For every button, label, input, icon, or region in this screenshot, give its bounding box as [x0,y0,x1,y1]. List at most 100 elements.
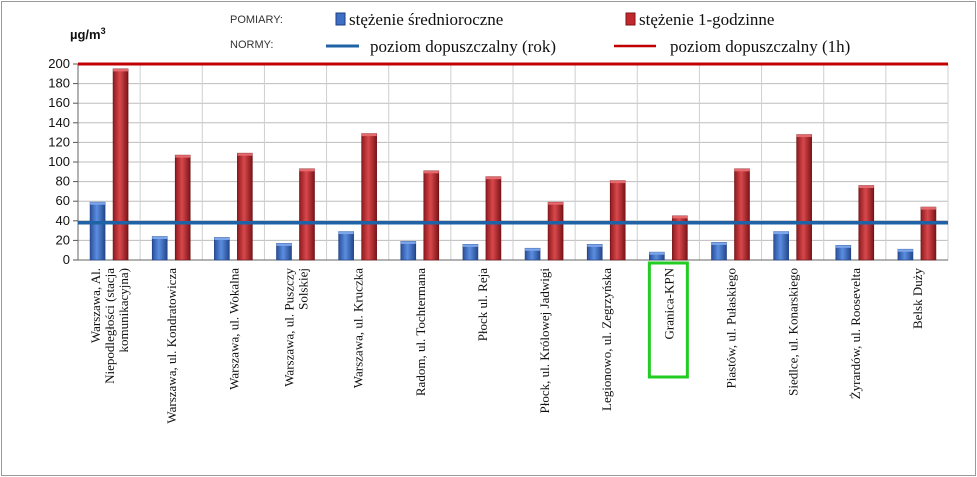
bar-hourly [609,180,626,261]
y-tick-label: 120 [48,134,70,149]
legend-label-annual: stężenie średnioroczne [349,10,503,29]
category-label-line: Warszawa, ul. Puszczy [282,268,297,387]
bar-hourly [237,152,253,261]
bar-hourly-top [361,133,377,137]
y-tick-label: 140 [48,115,70,130]
legend-label-hourly: stężenie 1-godzinne [639,10,774,29]
bar-annual-top [649,252,665,255]
bar-annual-top [214,237,230,240]
bar-annual-top [276,243,292,246]
y-tick-label: 80 [56,174,70,189]
legend: POMIARY: NORMY: stężenie średnioroczne s… [230,10,850,56]
bar-hourly [734,168,750,261]
category-label: Warszawa, ul. Kruczka [351,268,366,388]
y-tick-label: 180 [48,76,70,91]
bar-hourly-top [734,168,750,172]
legend-label-annual-limit: poziom dopuszczalny (rok) [370,37,556,56]
bar-annual [89,201,106,261]
bar-annual [711,242,727,261]
bar-hourly-top [672,215,688,219]
bar-hourly-top [858,185,874,189]
bar-annual-top [462,244,478,247]
category-label: Legionowo, ul. Zegrzyńska [599,268,614,411]
bar-annual-top [711,242,727,245]
category-label-line: komunikacyjna) [116,268,131,352]
legend-group-norms: NORMY: [230,39,273,51]
y-tick-label: 100 [48,154,70,169]
plot-area: 0 20 40 60 80 100 120 140 160 180 200 Warszawa, Al.… [48,56,949,424]
bar-annual-top [338,231,354,235]
bar-annual-top [773,231,789,235]
category-label: Belsk Duży [910,268,925,330]
category-label-line: Solskiej [296,268,311,310]
category-label-line: Warszawa, ul. Wokalna [226,268,241,390]
bar-hourly-top [113,68,129,72]
category-label: Siedlce, ul. Konarskiego [786,268,801,396]
category-label: Piastów, ul. Pułaskiego [724,268,739,389]
bar-annual-top [525,248,541,251]
y-tick-label: 200 [48,56,70,71]
bar-hourly-top [299,168,315,172]
bar-hourly [361,133,377,261]
bar-annual-top [897,249,913,252]
legend-swatch-annual [335,12,346,26]
category-label-line: Niepodległości (stacja [102,268,117,384]
y-axis-unit: µg/m3 [70,26,106,42]
highlight-box [647,261,689,379]
category-label-line: Piastów, ul. Pułaskiego [724,268,739,389]
category-label: Płock ul. Reja [475,268,490,342]
category-label: Warszawa, ul. Kondratowicza [164,268,179,424]
category-label-line: Warszawa, Al. [88,268,103,343]
bar-annual-top [835,245,851,248]
bar-hourly-top [548,202,564,205]
category-label: Granica-KPN [661,267,676,339]
bar-hourly [112,68,129,261]
category-label-line: Żyrardów, ul. Roosevelta [848,268,863,400]
bar-annual-top [90,202,106,205]
category-label-line: Płock ul. Reja [475,268,490,342]
bar-hourly-top [796,134,812,138]
bar-hourly [920,206,937,261]
bar-hourly-top [485,176,501,180]
category-label-line: Płock, ul. Królowej Jadwigi [537,268,552,414]
bar-hourly [485,176,502,261]
bar-hourly-top [237,153,253,156]
bar-annual [214,237,230,261]
category-label: Żyrardów, ul. Roosevelta [848,268,863,400]
bar-annual [338,231,354,261]
bar-annual [773,231,789,261]
bar-annual [400,241,417,261]
category-label: Warszawa, Al. Niepodległości (stacja komun… [88,268,131,384]
category-label: Płock, ul. Królowej Jadwigi [537,268,552,414]
category-label-line: Warszawa, ul. Kondratowicza [164,268,179,424]
category-label: Warszawa, ul. Puszczy Solskiej [282,268,311,387]
bar-hourly-top [610,180,626,184]
category-label-line: Siedlce, ul. Konarskiego [786,268,801,396]
category-label-line: Belsk Duży [910,268,925,330]
y-tick-label: 0 [63,252,70,267]
bar-hourly-top [920,207,936,210]
bar-hourly [174,154,191,261]
y-tick-label: 40 [56,213,70,228]
legend-label-hourly-limit: poziom dopuszczalny (1h) [670,37,850,56]
category-label-line: Legionowo, ul. Zegrzyńska [599,268,614,411]
bar-hourly [796,134,812,261]
legend-swatch-hourly [625,12,636,26]
bar-hourly-top [423,170,439,174]
bar-hourly [547,201,564,261]
category-label: Warszawa, ul. Wokalna [226,268,241,390]
bar-annual-top [152,236,168,239]
bar-annual-top [587,244,603,247]
bar-annual-top [400,241,416,244]
category-label-line: Warszawa, ul. Kruczka [351,268,366,388]
legend-group-measurements: POMIARY: [230,14,283,26]
category-label-line: Radom, ul. Tochtermana [413,268,428,396]
bar-annual [151,236,168,261]
bar-hourly-top [175,155,191,158]
category-label: Radom, ul. Tochtermana [413,268,428,396]
bar-hourly [299,168,315,261]
category-label-line: Granica-KPN [661,267,676,339]
bar-hourly [423,170,440,261]
